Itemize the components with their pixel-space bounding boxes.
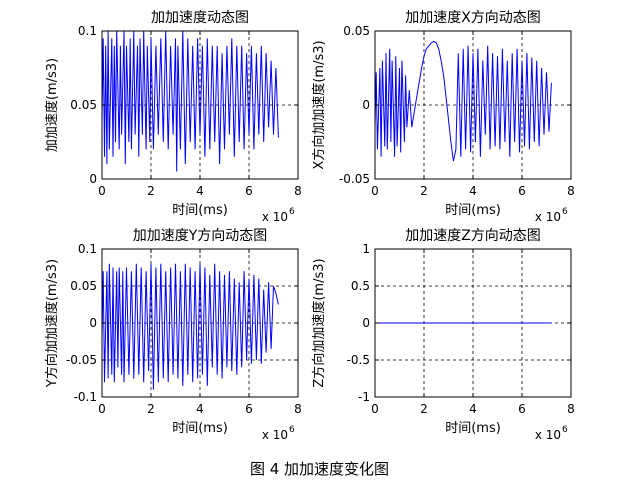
series-line-1 (101, 30, 279, 172)
x-tick-label: 2 (420, 402, 428, 416)
x-tick-label: 8 (567, 402, 575, 416)
y-tick-label: 0.05 (70, 279, 97, 293)
x-tick-label: 0 (98, 402, 106, 416)
y-tick-label: 0 (362, 316, 370, 330)
chart-title: 加加速度动态图 (151, 10, 249, 26)
x-exponent: x 10 (262, 210, 288, 224)
x-tick-label: 0 (371, 184, 379, 198)
x-exponent: x 10 (535, 428, 561, 442)
y-axis-label: Z方向加加速度(m/s3) (311, 258, 327, 387)
series-line-1 (101, 263, 279, 390)
y-tick-label: 0.1 (78, 24, 97, 38)
x-tick-label: 2 (147, 184, 155, 198)
x-tick-label: 6 (245, 402, 253, 416)
x-exponent: x 10 (535, 210, 561, 224)
y-axis-label: 加加速度(m/s3) (44, 58, 60, 152)
figure-caption: 图 4 加加速度变化图 (249, 460, 390, 478)
y-tick-label: 0 (362, 98, 370, 112)
y-tick-label: 0.05 (343, 24, 370, 38)
x-axis-label: 时间(ms) (445, 421, 501, 436)
x-tick-label: 4 (469, 184, 477, 198)
x-exponent-power: 6 (562, 425, 568, 435)
y-tick-label: 0.5 (351, 279, 370, 293)
x-tick-label: 4 (196, 184, 204, 198)
y-tick-label: -0.5 (347, 353, 370, 367)
y-tick-label: -0.05 (339, 172, 370, 186)
chart-title: 加加速度Z方向动态图 (405, 228, 541, 244)
x-tick-label: 6 (518, 402, 526, 416)
y-tick-label: -0.1 (74, 390, 97, 404)
x-tick-label: 2 (420, 184, 428, 198)
y-tick-label: 0 (89, 172, 97, 186)
x-exponent-power: 6 (562, 207, 568, 217)
x-tick-label: 0 (371, 402, 379, 416)
x-exponent: x 10 (262, 428, 288, 442)
x-axis-label: 时间(ms) (445, 203, 501, 218)
y-tick-label: 0.1 (78, 242, 97, 256)
y-tick-label: -0.05 (66, 353, 97, 367)
x-tick-label: 8 (294, 402, 302, 416)
y-axis-label: Y方向加加速度(m/s3) (44, 259, 60, 388)
x-exponent-power: 6 (289, 425, 295, 435)
x-tick-label: 8 (294, 184, 302, 198)
x-tick-label: 4 (469, 402, 477, 416)
y-axis-label: X方向加加速度(m/s3) (311, 40, 327, 169)
x-tick-label: 4 (196, 402, 204, 416)
y-tick-label: 0.05 (70, 98, 97, 112)
x-exponent-power: 6 (289, 207, 295, 217)
x-tick-label: 6 (518, 184, 526, 198)
x-tick-label: 6 (245, 184, 253, 198)
chart-title: 加加速度X方向动态图 (405, 10, 541, 26)
x-tick-label: 2 (147, 402, 155, 416)
x-tick-label: 0 (98, 184, 106, 198)
x-tick-label: 8 (567, 184, 575, 198)
chart-title: 加加速度Y方向动态图 (133, 228, 268, 244)
x-axis-label: 时间(ms) (172, 421, 228, 436)
y-tick-label: 0 (89, 316, 97, 330)
y-tick-label: 1 (362, 242, 370, 256)
x-axis-label: 时间(ms) (172, 203, 228, 218)
y-tick-label: -1 (358, 390, 370, 404)
series-line-1 (374, 40, 552, 162)
